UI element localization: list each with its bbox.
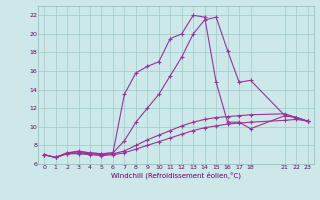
X-axis label: Windchill (Refroidissement éolien,°C): Windchill (Refroidissement éolien,°C)	[111, 172, 241, 179]
